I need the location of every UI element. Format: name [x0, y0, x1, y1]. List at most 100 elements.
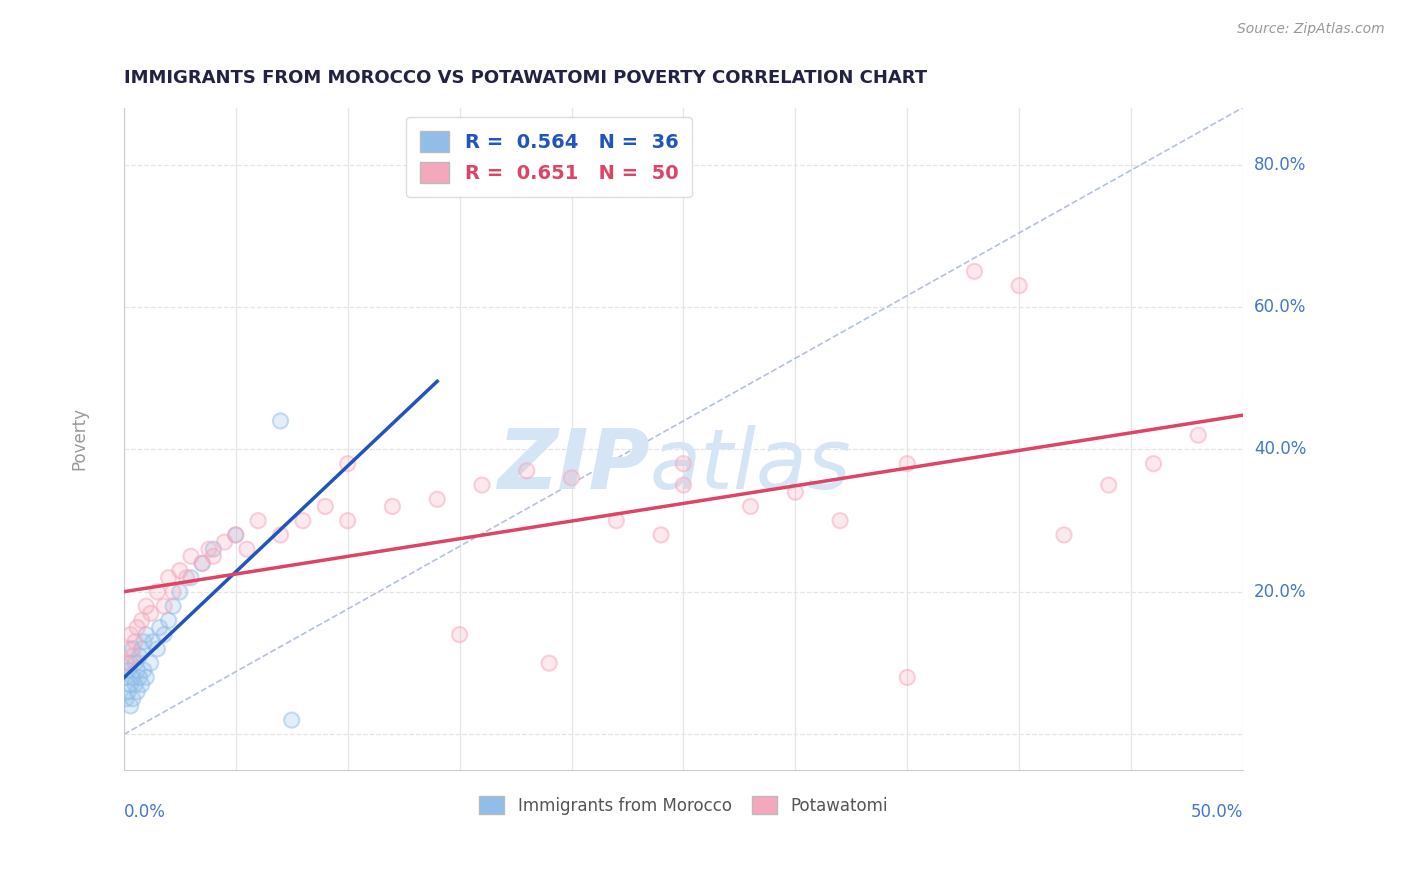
- Point: [1053, 528, 1076, 542]
- Text: IMMIGRANTS FROM MOROCCO VS POTAWATOMI POVERTY CORRELATION CHART: IMMIGRANTS FROM MOROCCO VS POTAWATOMI PO…: [124, 69, 927, 87]
- Point: [785, 485, 807, 500]
- Point: [336, 457, 359, 471]
- Point: [896, 457, 918, 471]
- Point: [1142, 457, 1164, 471]
- Text: 40.0%: 40.0%: [1254, 441, 1306, 458]
- Point: [560, 471, 582, 485]
- Point: [449, 627, 471, 641]
- Point: [270, 414, 292, 428]
- Text: 20.0%: 20.0%: [1254, 582, 1306, 601]
- Point: [117, 684, 139, 698]
- Point: [169, 564, 191, 578]
- Point: [471, 478, 494, 492]
- Text: atlas: atlas: [650, 425, 852, 506]
- Point: [180, 549, 202, 564]
- Point: [142, 634, 165, 648]
- Point: [280, 713, 302, 727]
- Point: [963, 264, 986, 278]
- Point: [128, 648, 150, 663]
- Point: [605, 514, 627, 528]
- Point: [381, 500, 404, 514]
- Point: [672, 478, 695, 492]
- Point: [1098, 478, 1121, 492]
- Point: [538, 656, 561, 670]
- Point: [153, 599, 176, 614]
- Point: [146, 585, 169, 599]
- Point: [214, 535, 236, 549]
- Point: [132, 663, 155, 677]
- Point: [146, 641, 169, 656]
- Point: [225, 528, 247, 542]
- Point: [280, 713, 302, 727]
- Point: [117, 684, 139, 698]
- Point: [120, 698, 142, 713]
- Point: [236, 542, 259, 557]
- Point: [191, 557, 214, 571]
- Text: 60.0%: 60.0%: [1254, 298, 1306, 316]
- Point: [1008, 278, 1031, 293]
- Point: [162, 585, 184, 599]
- Point: [124, 656, 146, 670]
- Point: [127, 663, 149, 677]
- Point: [1053, 528, 1076, 542]
- Point: [650, 528, 672, 542]
- Point: [139, 656, 162, 670]
- Point: [128, 648, 150, 663]
- Point: [115, 691, 138, 706]
- Point: [139, 607, 162, 621]
- Point: [128, 670, 150, 684]
- Point: [127, 621, 149, 635]
- Point: [198, 542, 221, 557]
- Point: [153, 627, 176, 641]
- Point: [270, 414, 292, 428]
- Point: [120, 677, 142, 691]
- Point: [896, 670, 918, 684]
- Point: [336, 457, 359, 471]
- Point: [117, 663, 139, 677]
- Point: [127, 684, 149, 698]
- Point: [120, 627, 142, 641]
- Point: [191, 557, 214, 571]
- Point: [516, 464, 538, 478]
- Text: Poverty: Poverty: [70, 408, 89, 470]
- Text: 50.0%: 50.0%: [1191, 803, 1243, 822]
- Point: [153, 627, 176, 641]
- Point: [117, 641, 139, 656]
- Point: [176, 571, 198, 585]
- Legend: Immigrants from Morocco, Potawatomi: Immigrants from Morocco, Potawatomi: [472, 789, 894, 822]
- Point: [426, 492, 449, 507]
- Point: [180, 571, 202, 585]
- Point: [176, 571, 198, 585]
- Point: [225, 528, 247, 542]
- Point: [191, 557, 214, 571]
- Point: [132, 634, 155, 648]
- Point: [650, 528, 672, 542]
- Point: [120, 627, 142, 641]
- Text: 0.0%: 0.0%: [124, 803, 166, 822]
- Point: [127, 684, 149, 698]
- Point: [120, 677, 142, 691]
- Point: [153, 599, 176, 614]
- Point: [135, 599, 157, 614]
- Point: [131, 677, 153, 691]
- Point: [605, 514, 627, 528]
- Point: [314, 500, 336, 514]
- Point: [1008, 278, 1031, 293]
- Text: 80.0%: 80.0%: [1254, 155, 1306, 174]
- Point: [169, 564, 191, 578]
- Point: [131, 677, 153, 691]
- Point: [516, 464, 538, 478]
- Point: [1142, 457, 1164, 471]
- Point: [157, 614, 180, 628]
- Point: [115, 691, 138, 706]
- Point: [135, 599, 157, 614]
- Point: [132, 663, 155, 677]
- Point: [121, 641, 143, 656]
- Point: [139, 656, 162, 670]
- Point: [896, 670, 918, 684]
- Point: [471, 478, 494, 492]
- Point: [314, 500, 336, 514]
- Point: [117, 641, 139, 656]
- Point: [120, 698, 142, 713]
- Point: [115, 656, 138, 670]
